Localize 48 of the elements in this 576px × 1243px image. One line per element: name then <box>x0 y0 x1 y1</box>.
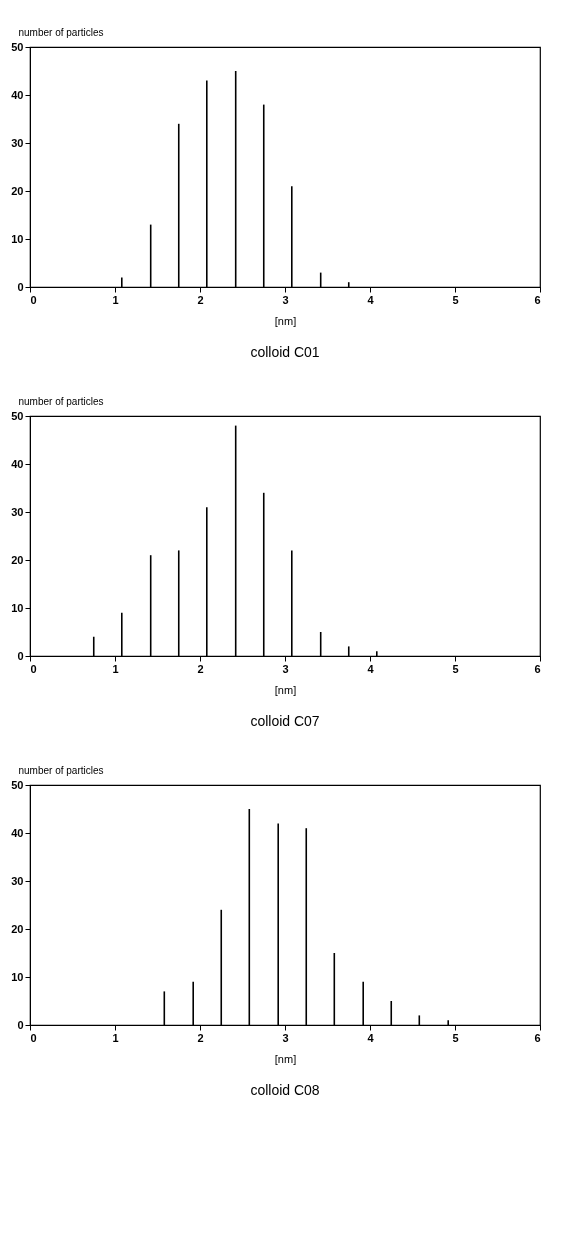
x-tick-label: 6 <box>534 1031 541 1044</box>
y-tick-label: 20 <box>11 922 24 935</box>
text: colloid C07 <box>250 713 320 729</box>
x-tick-label: 0 <box>30 293 37 306</box>
x-axis-title: [nm] <box>274 1052 297 1065</box>
x-axis-title: [nm] <box>274 683 297 696</box>
y-tick-label: 30 <box>11 874 24 887</box>
y-tick-label: 20 <box>11 553 24 566</box>
x-tick-label: 5 <box>452 293 459 306</box>
x-tick-label: 4 <box>367 1031 375 1044</box>
y-tick-label: 10 <box>11 232 24 245</box>
x-tick-label: 2 <box>197 662 204 675</box>
y-axis-title: number of particles <box>18 26 104 38</box>
y-tick-label: 50 <box>11 409 24 422</box>
y-tick-label: 0 <box>17 1018 24 1031</box>
x-tick-label: 6 <box>534 662 541 675</box>
x-tick-label: 3 <box>282 1031 289 1044</box>
y-tick-label: 40 <box>11 457 24 470</box>
y-tick-label: 30 <box>11 505 24 518</box>
x-tick-label: 0 <box>30 1031 37 1044</box>
text: colloid C01 <box>250 344 320 360</box>
x-tick-label: 5 <box>452 1031 459 1044</box>
y-tick-label: 0 <box>17 280 24 293</box>
x-tick-label: 3 <box>282 662 289 675</box>
x-tick-label: 4 <box>367 293 375 306</box>
y-tick-label: 10 <box>11 601 24 614</box>
x-tick-label: 4 <box>367 662 375 675</box>
x-axis-title: [nm] <box>274 314 297 327</box>
y-tick-label: 30 <box>11 136 24 149</box>
y-axis-title: number of particles <box>18 764 104 776</box>
y-tick-label: 40 <box>11 826 24 839</box>
x-tick-label: 6 <box>534 293 541 306</box>
y-tick-label: 40 <box>11 88 24 101</box>
y-axis-title: number of particles <box>18 395 104 407</box>
x-tick-label: 1 <box>112 662 119 675</box>
x-tick-label: 2 <box>197 1031 204 1044</box>
x-tick-label: 5 <box>452 662 459 675</box>
y-tick-label: 50 <box>11 778 24 791</box>
y-tick-label: 20 <box>11 184 24 197</box>
x-tick-label: 2 <box>197 293 204 306</box>
y-tick-label: 0 <box>17 649 24 662</box>
y-tick-label: 10 <box>11 970 24 983</box>
x-tick-label: 3 <box>282 293 289 306</box>
x-tick-label: 1 <box>112 1031 119 1044</box>
y-tick-label: 50 <box>11 40 24 53</box>
x-tick-label: 0 <box>30 662 37 675</box>
text: colloid C08 <box>250 1082 320 1098</box>
x-tick-label: 1 <box>112 293 119 306</box>
